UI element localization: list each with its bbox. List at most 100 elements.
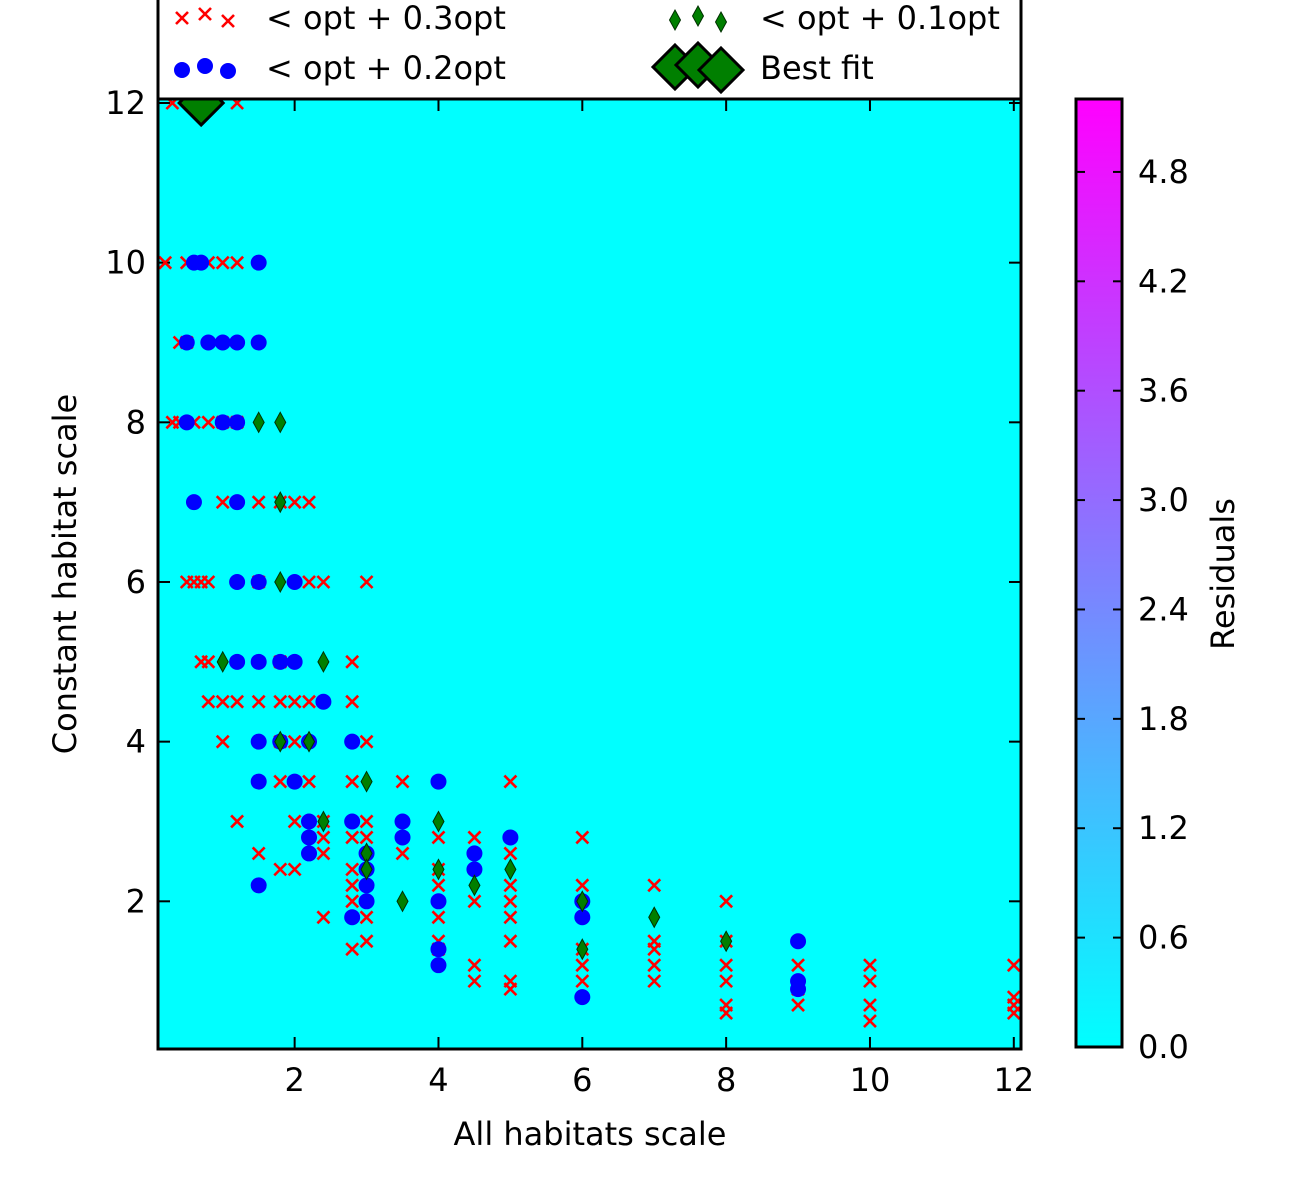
point-03opt bbox=[647, 942, 662, 957]
point-03opt bbox=[863, 974, 877, 989]
point-01opt bbox=[360, 858, 373, 881]
point-03opt bbox=[158, 255, 173, 270]
point-03opt bbox=[316, 910, 331, 925]
point-03opt bbox=[251, 495, 266, 510]
point-03opt bbox=[316, 830, 331, 845]
point-02opt bbox=[229, 653, 246, 670]
x-tick-label: 10 bbox=[850, 1061, 891, 1099]
point-03opt bbox=[345, 878, 360, 893]
point-02opt bbox=[250, 254, 267, 271]
point-02opt bbox=[229, 334, 246, 351]
point-01opt bbox=[360, 770, 373, 793]
point-02opt bbox=[250, 653, 267, 670]
point-03opt bbox=[575, 878, 590, 893]
legend-marker bbox=[691, 4, 705, 28]
point-02opt bbox=[574, 989, 591, 1006]
point-03opt bbox=[575, 830, 590, 845]
point-03opt bbox=[287, 495, 302, 510]
point-02opt bbox=[430, 957, 447, 974]
point-03opt bbox=[201, 654, 216, 669]
point-02opt bbox=[272, 653, 289, 670]
point-03opt bbox=[345, 774, 360, 789]
point-03opt bbox=[345, 942, 360, 957]
colorbar-tick-label: 4.8 bbox=[1138, 153, 1189, 191]
point-03opt bbox=[345, 830, 360, 845]
point-02opt bbox=[178, 334, 195, 351]
point-02opt bbox=[315, 693, 332, 710]
point-03opt bbox=[791, 998, 805, 1013]
point-01opt bbox=[274, 730, 287, 753]
point-01opt bbox=[317, 810, 330, 833]
legend-marker bbox=[696, 45, 746, 95]
point-03opt bbox=[1006, 958, 1021, 973]
y-tick-label: 10 bbox=[105, 244, 146, 282]
x-tick-label: 12 bbox=[993, 1061, 1034, 1099]
point-01opt bbox=[396, 890, 409, 913]
point-03opt bbox=[503, 894, 518, 909]
point-03opt bbox=[359, 734, 374, 749]
point-02opt bbox=[344, 733, 361, 750]
colorbar-tick-label: 1.2 bbox=[1138, 809, 1189, 847]
y-axis-label: Constant habitat scale bbox=[46, 394, 84, 754]
point-01opt bbox=[216, 650, 229, 673]
point-02opt bbox=[344, 813, 361, 830]
x-tick-label: 2 bbox=[284, 1061, 304, 1099]
point-02opt bbox=[502, 829, 519, 846]
point-03opt bbox=[273, 862, 288, 877]
point-03opt bbox=[719, 894, 734, 909]
point-03opt bbox=[395, 846, 410, 861]
colorbar-tick-label: 3.0 bbox=[1138, 481, 1189, 519]
point-03opt bbox=[230, 694, 245, 709]
point-03opt bbox=[647, 878, 662, 893]
colorbar-ticks: 0.0 0.6 1.2 1.8 2.4 3.0 3.6 4.2 4.8 bbox=[1076, 153, 1189, 1066]
legend: < opt + 0.3opt < opt + 0.1opt < opt + 0.… bbox=[156, 0, 1023, 101]
point-02opt bbox=[229, 573, 246, 590]
point-03opt bbox=[251, 846, 266, 861]
point-02opt bbox=[430, 893, 447, 910]
y-tick-label: 2 bbox=[126, 882, 146, 920]
point-03opt bbox=[503, 934, 518, 949]
point-03opt bbox=[467, 894, 482, 909]
point-02opt bbox=[286, 573, 303, 590]
point-02opt bbox=[790, 933, 807, 950]
legend-label-0.3opt: < opt + 0.3opt bbox=[266, 0, 506, 37]
point-03opt bbox=[302, 774, 316, 789]
legend-markers bbox=[174, 4, 746, 95]
point-03opt bbox=[230, 255, 245, 270]
point-03opt bbox=[467, 830, 482, 845]
point-03opt bbox=[467, 974, 482, 989]
point-01opt bbox=[720, 930, 733, 953]
point-03opt bbox=[647, 958, 662, 973]
point-03opt bbox=[215, 694, 230, 709]
colorbar: 0.0 0.6 1.2 1.8 2.4 3.0 3.6 4.2 4.8 Residuals bbox=[1074, 97, 1242, 1066]
point-03opt bbox=[287, 814, 302, 829]
point-03opt bbox=[647, 974, 662, 989]
point-02opt bbox=[286, 773, 303, 790]
legend-label-0.1opt: < opt + 0.1opt bbox=[760, 0, 1000, 37]
point-03opt bbox=[201, 575, 216, 589]
point-02opt bbox=[250, 773, 267, 790]
point-02opt bbox=[286, 653, 303, 670]
point-03opt bbox=[345, 694, 360, 709]
point-02opt bbox=[250, 733, 267, 750]
point-03opt bbox=[863, 1014, 877, 1028]
point-03opt bbox=[575, 974, 590, 989]
point-02opt bbox=[229, 494, 246, 511]
point-03opt bbox=[359, 575, 374, 589]
point-03opt bbox=[251, 694, 266, 709]
point-02opt bbox=[250, 334, 267, 351]
point-03opt bbox=[359, 814, 374, 829]
point-03opt bbox=[863, 998, 877, 1013]
point-02opt bbox=[301, 813, 318, 830]
point-03opt bbox=[302, 694, 316, 709]
point-01opt bbox=[432, 810, 445, 833]
point-03opt bbox=[287, 862, 302, 877]
point-03opt bbox=[431, 878, 446, 893]
point-01opt bbox=[302, 730, 316, 753]
point-03opt bbox=[201, 415, 216, 430]
y-tick-label: 8 bbox=[126, 403, 146, 441]
point-01opt bbox=[274, 570, 287, 594]
point-02opt bbox=[301, 845, 318, 862]
point-02opt bbox=[394, 813, 411, 830]
x-tick-label: 6 bbox=[572, 1061, 592, 1099]
